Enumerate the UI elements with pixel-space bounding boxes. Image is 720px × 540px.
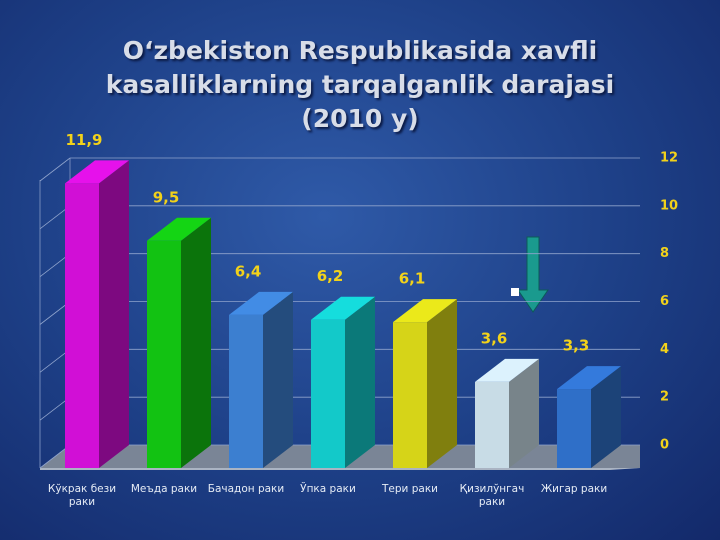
value-label: 3,6 <box>481 329 508 347</box>
bar-side <box>509 358 539 468</box>
value-label: 11,9 <box>65 131 102 149</box>
x-tick-label: Кўкрак бези раки <box>47 483 117 508</box>
x-tick-label: Тери раки <box>382 483 438 495</box>
bar <box>475 381 509 468</box>
bar <box>393 322 427 468</box>
bar-top <box>557 366 621 390</box>
bar-side <box>263 291 293 468</box>
value-label: 6,2 <box>317 267 344 285</box>
y-tick-label: 12 <box>660 151 678 166</box>
wall-grid <box>39 157 71 182</box>
bar <box>311 319 345 468</box>
bar <box>557 389 591 468</box>
bar-side <box>181 217 211 468</box>
value-label: 6,1 <box>399 270 426 288</box>
y-tick-label: 6 <box>660 294 669 309</box>
bar-top <box>393 299 457 323</box>
title: O‘zbekiston Respublikasida xavfli kasall… <box>105 36 615 99</box>
bar <box>229 314 263 468</box>
value-label: 9,5 <box>153 188 180 206</box>
bar-side <box>427 299 457 468</box>
x-tick-label: Қизилўнгач раки <box>459 483 525 508</box>
bar-side <box>345 296 375 468</box>
y-tick-label: 4 <box>660 342 669 357</box>
y-tick-label: 10 <box>660 198 678 213</box>
bar-top <box>147 217 211 241</box>
x-tick-label: Жигар раки <box>540 483 608 495</box>
chart-title: O‘zbekiston Respublikasida xavfli kasall… <box>50 34 670 136</box>
bar-top <box>229 291 293 315</box>
x-tick-label: Ўпка раки <box>300 483 356 495</box>
marker <box>511 288 519 296</box>
x-tick-label: Бачадон раки <box>207 483 285 495</box>
y-tick-label: 2 <box>660 390 669 405</box>
bar-top <box>65 160 129 184</box>
bar <box>65 183 99 468</box>
value-label: 3,3 <box>563 337 590 355</box>
y-tick-label: 0 <box>660 438 669 453</box>
subtitle: (2010 y) <box>301 104 419 133</box>
floor-edge <box>40 468 640 470</box>
y-tick-label: 8 <box>660 246 669 261</box>
bar-top <box>475 358 539 382</box>
bar-side <box>591 366 621 468</box>
bar <box>147 240 181 468</box>
x-tick-label: Меъда раки <box>130 483 198 495</box>
value-label: 6,4 <box>235 262 262 280</box>
bar-side <box>99 160 129 468</box>
arrow <box>517 236 549 313</box>
bar-top <box>311 296 375 320</box>
